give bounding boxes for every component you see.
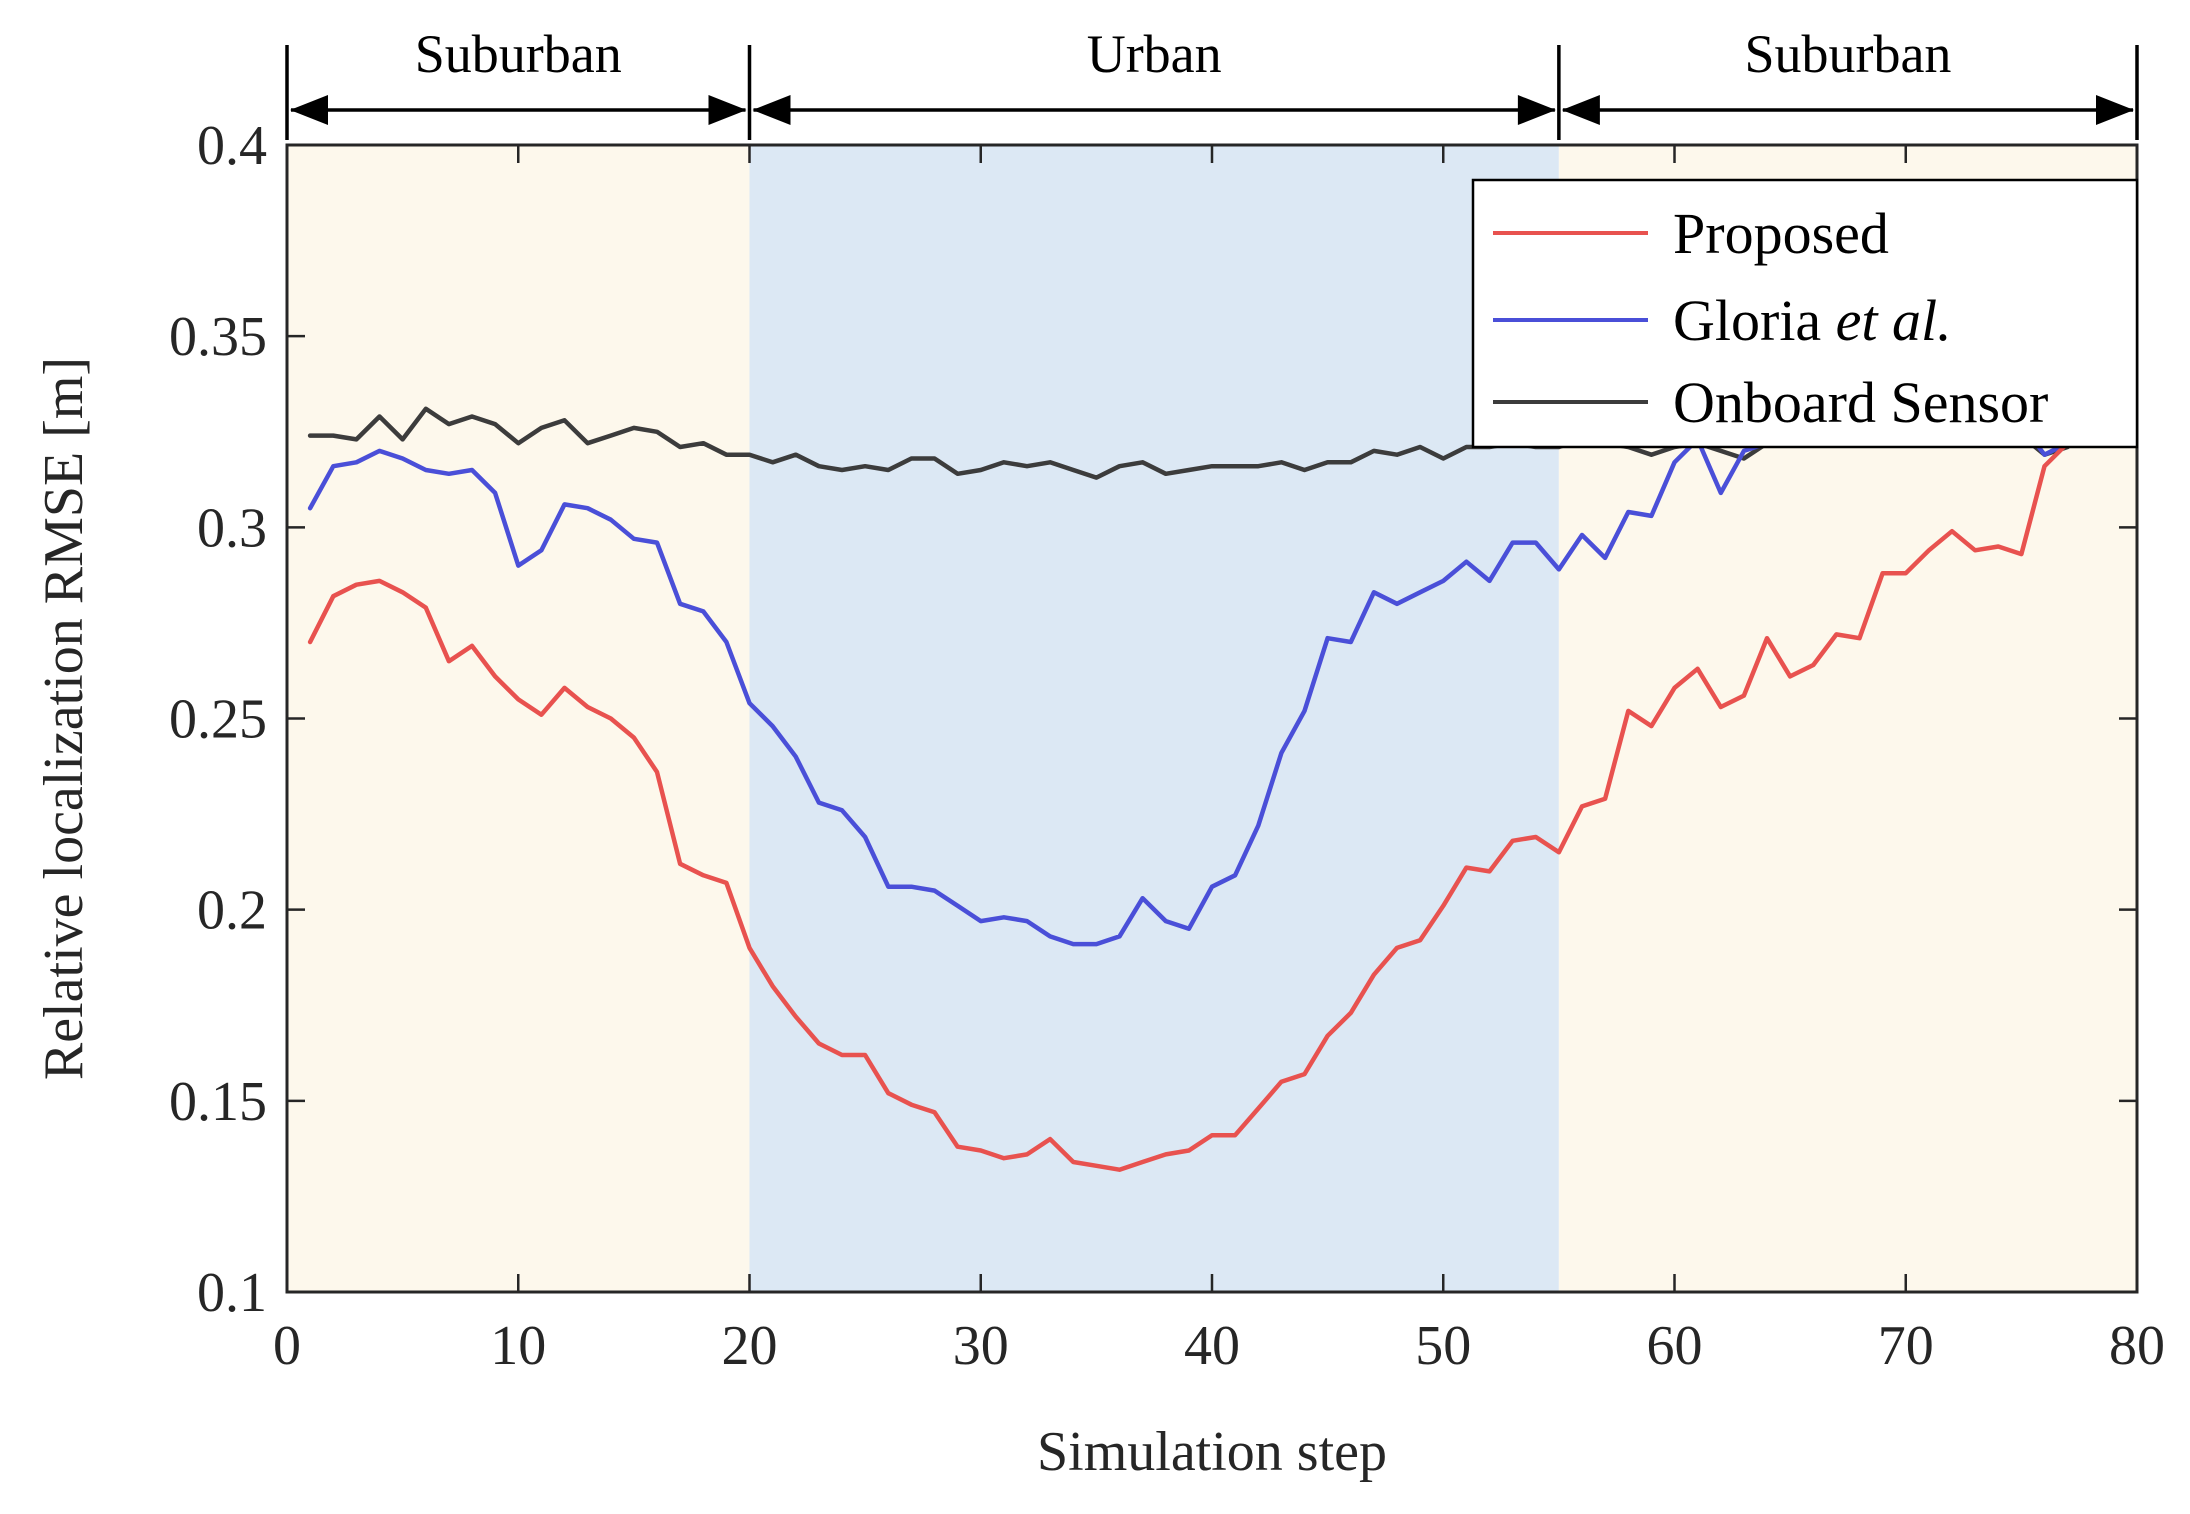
legend-label-onboard-main: Onboard Sensor: [1673, 370, 2048, 435]
region-annotations: Suburban Urban Suburban: [285, 24, 2139, 140]
region-arrowhead-right: [2096, 95, 2134, 125]
legend-label-gloria: Gloria et al.: [1673, 288, 1952, 353]
y-tick-label: 0.2: [197, 880, 267, 942]
x-tick-label: 60: [1647, 1315, 1703, 1377]
region-label-2: Suburban: [1744, 24, 1951, 84]
tick-labels: 0 10 20 30 40 50 60 70 80 0.1 0.15 0.2 0.25 0.3 0.35 0.…: [169, 115, 2165, 1377]
y-tick-label: 0.15: [169, 1071, 267, 1133]
x-axis-title: Simulation step: [1037, 1421, 1387, 1483]
region-arrowhead-right: [708, 95, 747, 125]
region-arrowhead-right: [1517, 95, 1556, 125]
region-label-1: Urban: [1087, 24, 1222, 84]
region-arrowhead-left: [290, 95, 328, 125]
x-tick-label: 40: [1184, 1315, 1240, 1377]
y-tick-label: 0.3: [197, 497, 267, 559]
x-tick-label: 70: [1878, 1315, 1934, 1377]
region-arrowhead-left: [752, 95, 791, 125]
legend-label-onboard: Onboard Sensor: [1673, 370, 2048, 435]
legend-label-gloria-main: Gloria: [1673, 288, 1836, 353]
y-tick-label: 0.35: [169, 306, 267, 368]
x-tick-label: 0: [273, 1315, 301, 1377]
region-label-0: Suburban: [415, 24, 622, 84]
y-axis-title: Relative localization RMSE [m]: [33, 357, 95, 1080]
x-tick-label: 80: [2109, 1315, 2165, 1377]
plot-frame: [285, 143, 2139, 1294]
x-tick-label: 20: [722, 1315, 778, 1377]
x-tick-label: 10: [490, 1315, 546, 1377]
legend-label-gloria-italic: et al.: [1836, 288, 1952, 353]
x-tick-label: 30: [953, 1315, 1009, 1377]
y-tick-label: 0.1: [197, 1262, 267, 1324]
region-background-0: [287, 145, 750, 1292]
series-line-0: [307, 440, 2070, 1172]
x-tick-label: 50: [1415, 1315, 1471, 1377]
legend-label-proposed-main: Proposed: [1673, 201, 1889, 266]
legend-label-proposed: Proposed: [1673, 201, 1889, 266]
y-tick-label: 0.4: [197, 115, 267, 177]
region-background-1: [749, 145, 1559, 1292]
y-tick-label: 0.25: [169, 689, 267, 751]
legend: Proposed Gloria et al. Onboard Sensor: [1471, 178, 2139, 449]
region-arrowhead-left: [1561, 95, 1600, 125]
